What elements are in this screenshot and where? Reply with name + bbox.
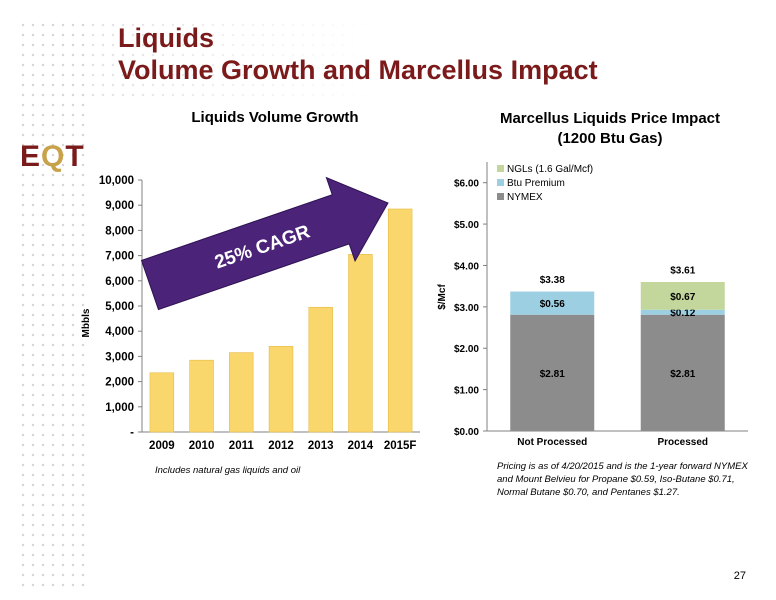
logo-letter: T — [65, 140, 85, 173]
volume-x-tick-label: 2012 — [268, 440, 294, 452]
price-legend-label: NGLs (1.6 Gal/Mcf) — [507, 164, 593, 175]
price-y-tick-label: $1.00 — [454, 386, 479, 397]
volume-bar-2013 — [308, 306, 333, 433]
logo-letter: Q — [41, 140, 66, 173]
volume-y-tick-label: 7,000 — [105, 251, 134, 263]
volume-bar-2009 — [149, 372, 175, 433]
volume-x-tick-label: 2013 — [308, 440, 334, 452]
logo-letter: E — [20, 140, 42, 173]
volume-y-tick-label: 3,000 — [105, 351, 134, 363]
price-segment-label: $0.12 — [670, 308, 695, 319]
slide-title: Liquids Volume Growth and Marcellus Impa… — [118, 22, 598, 86]
volume-x-tick-label: 2009 — [149, 440, 175, 452]
page-number: 27 — [733, 570, 746, 582]
volume-footnote: Includes natural gas liquids and oil — [155, 465, 301, 476]
volume-y-tick-label: 8,000 — [105, 225, 134, 237]
cagr-annotation: 25% CAGR — [212, 221, 313, 273]
price-total-label: $3.61 — [670, 266, 695, 277]
price-bar-segment — [510, 314, 595, 431]
price-total-label: $3.38 — [540, 275, 565, 286]
volume-y-tick-label: 9,000 — [105, 200, 134, 212]
volume-x-tick-label: 2015F — [384, 440, 417, 452]
volume-y-tick-label: 10,000 — [99, 175, 134, 187]
volume-y-tick-label: - — [130, 427, 134, 439]
volume-y-tick-label: 6,000 — [105, 276, 134, 288]
volume-y-tick-label: 2,000 — [105, 377, 134, 389]
decorative-dot-grid-top — [88, 20, 388, 100]
volume-bar-2014 — [348, 254, 373, 433]
price-y-tick-label: $5.00 — [454, 220, 479, 231]
price-footnote-line3: Normal Butane $0.70, and Pentanes $1.27. — [497, 487, 680, 498]
price-legend-swatch — [497, 179, 504, 186]
price-bar-segment — [640, 309, 725, 315]
price-y-tick-label: $4.00 — [454, 261, 479, 272]
price-bar-segment — [640, 282, 725, 310]
price-legend-label: NYMEX — [507, 192, 543, 203]
price-bar-segment — [640, 314, 725, 431]
volume-bar-2015F — [387, 208, 413, 433]
volume-x-tick-label: 2011 — [229, 440, 255, 452]
price-bar-segment — [510, 291, 595, 315]
volume-y-tick-label: 4,000 — [105, 326, 134, 338]
price-chart-title-line2: (1200 Btu Gas) — [557, 130, 663, 147]
volume-y-tick-label: 5,000 — [105, 301, 134, 313]
price-footnote-line2: and Mount Belvieu for Propane $0.59, Iso… — [497, 474, 735, 485]
volume-chart-title: Liquids Volume Growth — [191, 109, 359, 126]
price-segment-label: $0.56 — [540, 299, 565, 310]
volume-x-tick-label: 2010 — [189, 440, 215, 452]
price-segment-label: $0.67 — [670, 292, 695, 303]
price-legend-swatch — [497, 193, 504, 200]
price-legend-label: Btu Premium — [507, 178, 565, 189]
volume-bar-2011 — [229, 352, 254, 433]
volume-bar-2010 — [189, 359, 214, 433]
price-footnote-line1: Pricing is as of 4/20/2015 and is the 1-… — [497, 461, 748, 472]
eqt-logo: EQT — [20, 140, 85, 174]
price-y-tick-label: $6.00 — [454, 179, 479, 190]
price-y-tick-label: $2.00 — [454, 344, 479, 355]
price-segment-label: $2.81 — [670, 369, 695, 380]
price-segment-label: $2.81 — [540, 369, 565, 380]
price-y-tick-label: $3.00 — [454, 303, 479, 314]
decorative-dot-grid — [18, 20, 88, 590]
volume-y-tick-label: 1,000 — [105, 402, 134, 414]
price-x-tick-label: Processed — [657, 437, 708, 448]
price-y-axis-label: $/Mcf — [437, 284, 448, 310]
price-x-tick-label: Not Processed — [517, 437, 587, 448]
price-y-tick-label: $0.00 — [454, 427, 479, 438]
price-legend-swatch — [497, 165, 504, 172]
slide-title-line2: Volume Growth and Marcellus Impact — [118, 55, 598, 85]
price-footnote: Pricing is as of 4/20/2015 and is the 1-… — [497, 460, 748, 499]
cagr-arrow — [140, 176, 389, 311]
volume-x-tick-label: 2014 — [348, 440, 374, 452]
price-chart-title-line1: Marcellus Liquids Price Impact — [499, 110, 721, 127]
volume-bar-2012 — [268, 346, 294, 433]
slide-title-line1: Liquids — [118, 23, 214, 53]
price-chart-title: Marcellus Liquids Price Impact (1200 Btu… — [470, 109, 750, 149]
